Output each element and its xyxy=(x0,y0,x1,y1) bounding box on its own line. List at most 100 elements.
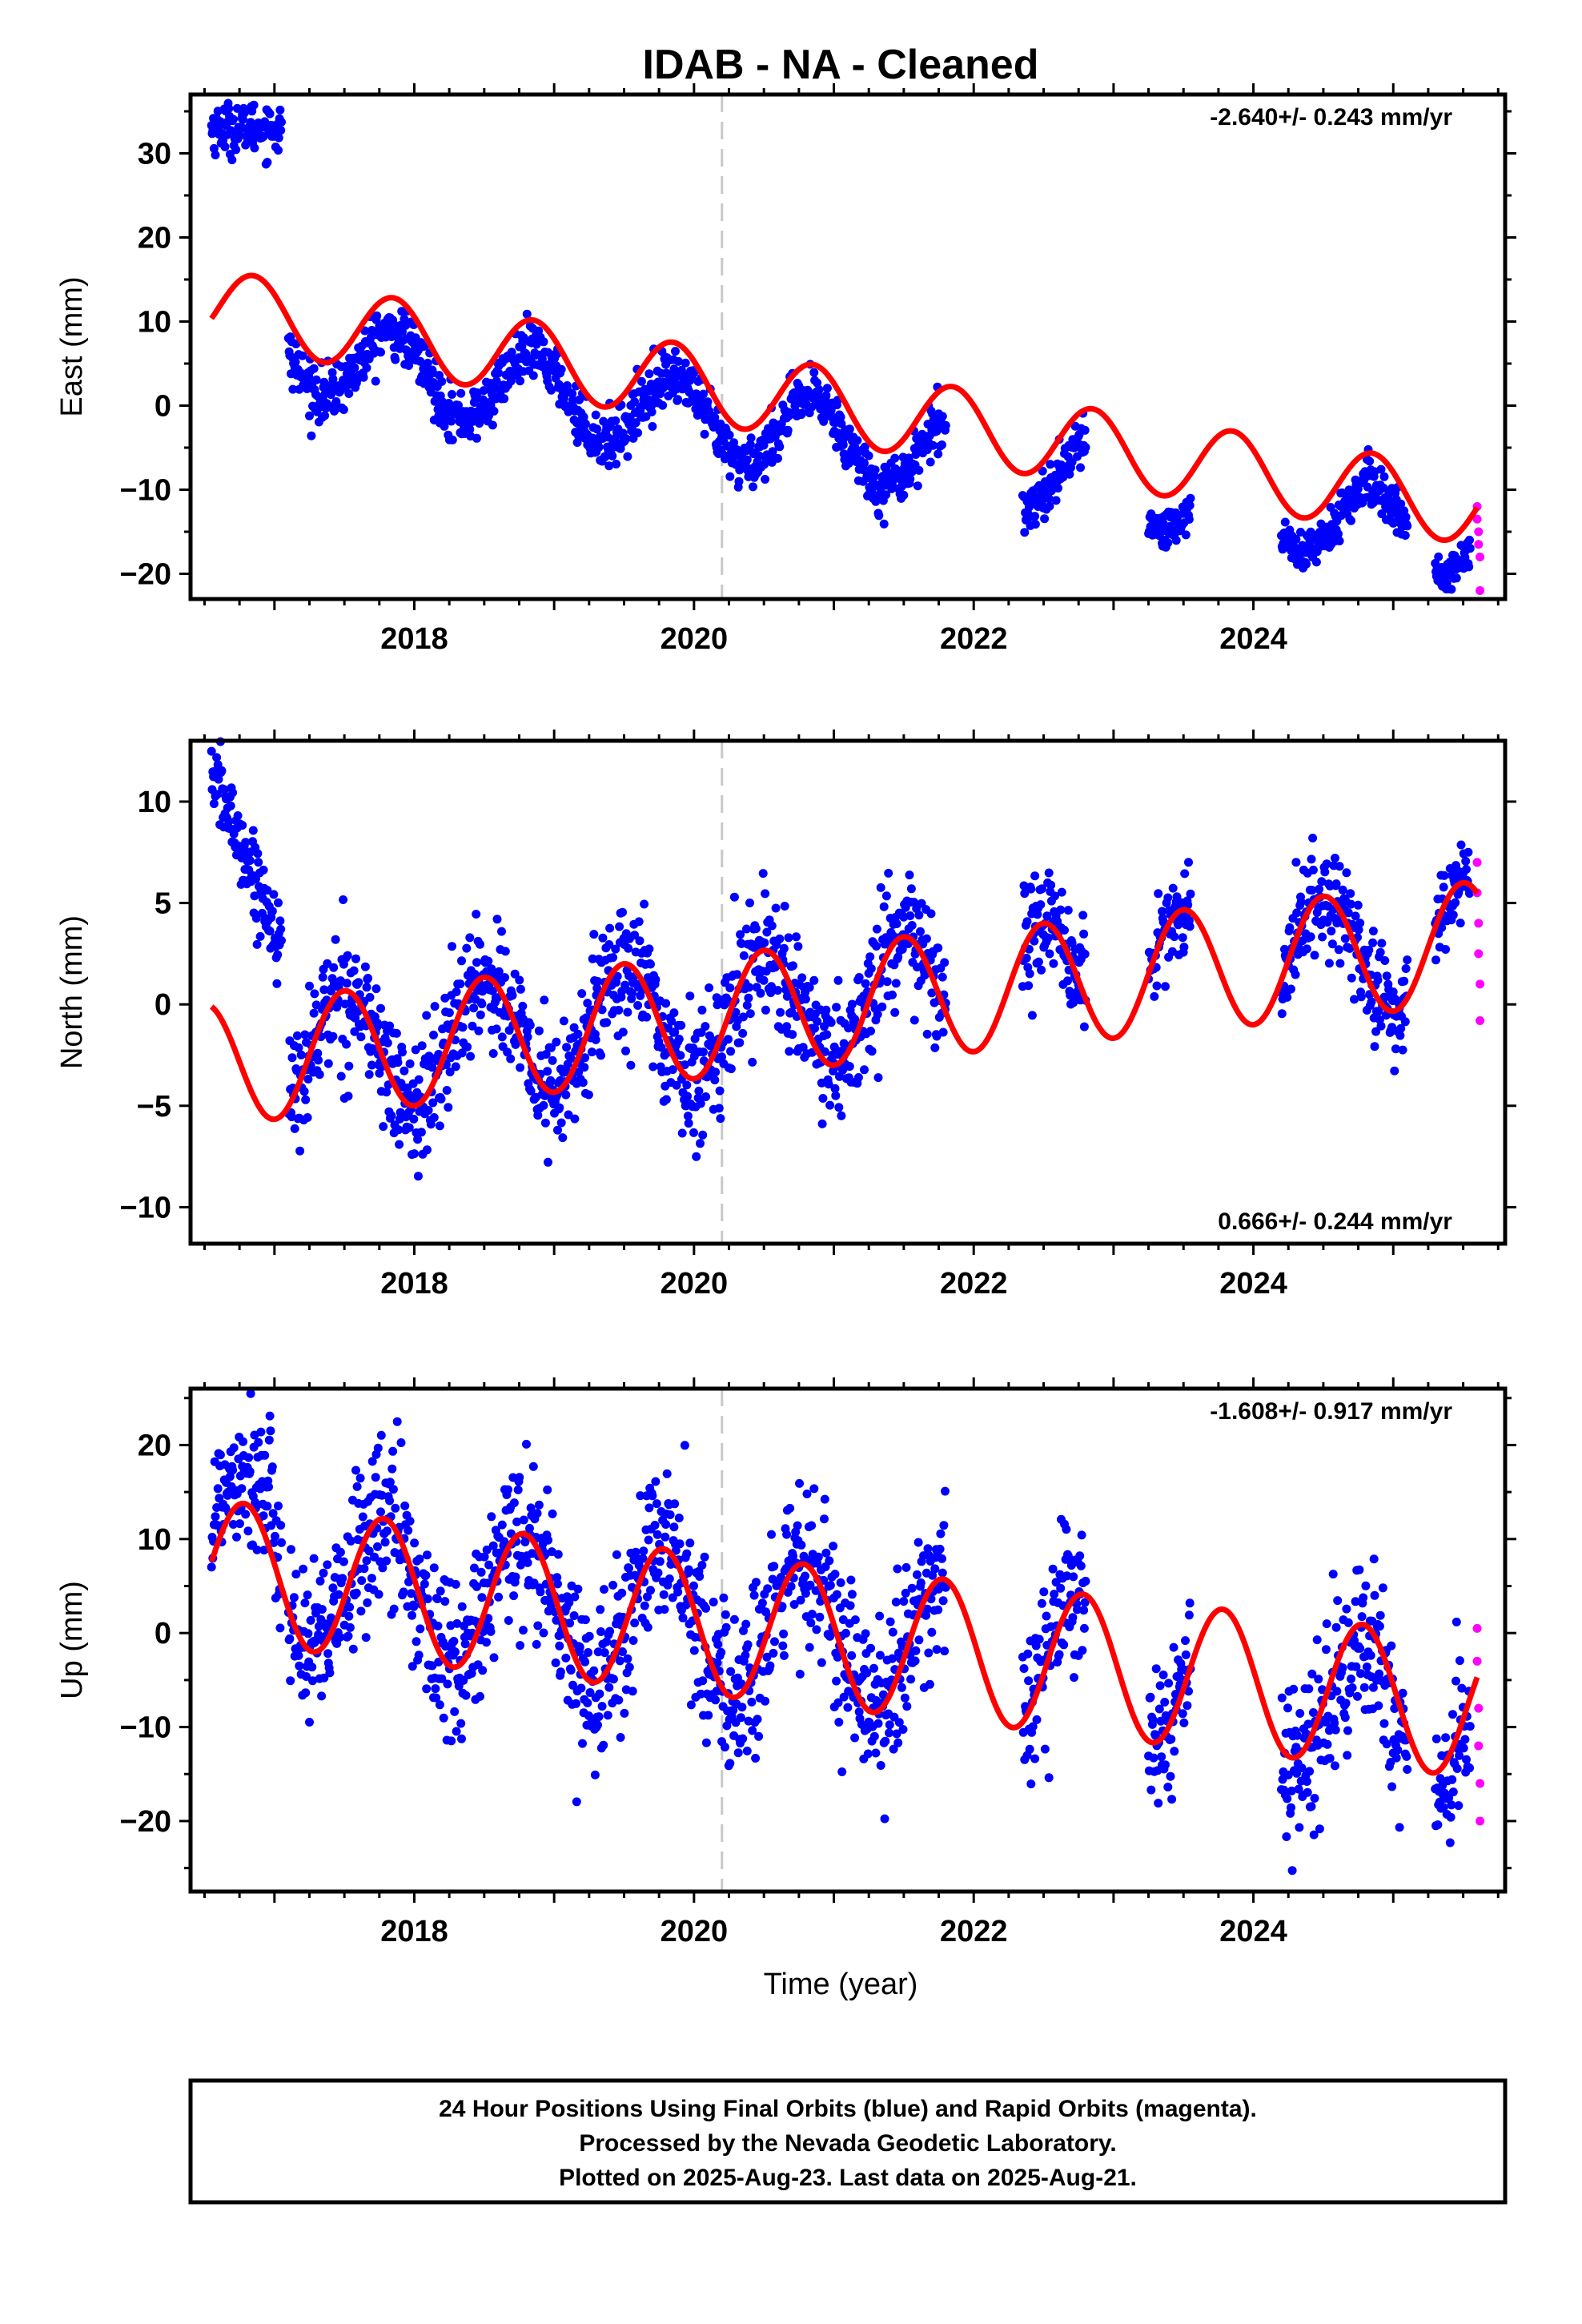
data-point xyxy=(317,1605,327,1614)
data-point xyxy=(1282,1832,1291,1841)
data-point xyxy=(1076,1561,1086,1570)
data-point xyxy=(472,958,481,967)
data-point xyxy=(704,1711,713,1720)
data-point xyxy=(837,1111,846,1120)
data-point xyxy=(1068,1613,1078,1622)
data-point xyxy=(1323,1739,1332,1749)
data-point xyxy=(267,907,277,916)
data-point xyxy=(779,1651,789,1660)
data-point xyxy=(476,1567,486,1577)
data-point xyxy=(558,1133,568,1143)
data-point xyxy=(504,1485,512,1494)
data-point xyxy=(697,1005,707,1015)
data-point xyxy=(255,931,265,941)
data-point xyxy=(729,892,739,902)
data-point xyxy=(875,1611,885,1621)
data-point xyxy=(329,963,339,972)
data-point xyxy=(689,1646,699,1655)
data-point xyxy=(1163,538,1173,548)
data-point xyxy=(623,1654,632,1663)
data-point xyxy=(749,1590,759,1600)
data-point xyxy=(442,1086,452,1095)
data-point xyxy=(584,1631,594,1641)
data-point xyxy=(249,100,259,110)
data-point xyxy=(1403,955,1412,965)
data-point xyxy=(298,351,307,360)
data-point xyxy=(583,999,592,1008)
data-point xyxy=(1465,1722,1475,1731)
data-point xyxy=(1446,1812,1456,1822)
data-point xyxy=(1369,1554,1379,1564)
data-point xyxy=(307,431,316,440)
data-point xyxy=(379,1122,388,1132)
y-tick-label: 10 xyxy=(138,306,171,340)
data-point xyxy=(523,1558,532,1567)
data-point xyxy=(580,1063,589,1072)
data-point xyxy=(362,1556,371,1566)
data-point xyxy=(801,995,810,1004)
data-point xyxy=(276,924,286,934)
data-point xyxy=(1366,1651,1375,1660)
data-point xyxy=(1046,880,1056,890)
data-point xyxy=(265,927,275,936)
data-point xyxy=(263,886,272,895)
data-point xyxy=(423,1550,432,1560)
rapid-data-point xyxy=(1474,1741,1484,1751)
data-point xyxy=(1308,865,1318,875)
data-point xyxy=(1465,1763,1474,1773)
data-point xyxy=(408,1610,416,1620)
data-point xyxy=(239,1437,247,1446)
data-point xyxy=(241,838,251,847)
data-point xyxy=(636,376,646,386)
data-point xyxy=(476,1010,485,1019)
data-point xyxy=(1333,1596,1343,1606)
data-point xyxy=(1464,847,1473,857)
data-point xyxy=(614,1695,624,1705)
data-point xyxy=(682,1549,692,1558)
data-point xyxy=(934,449,943,459)
data-point xyxy=(452,1727,461,1736)
data-point xyxy=(1081,1576,1090,1586)
data-point xyxy=(907,1583,917,1593)
data-point xyxy=(452,987,461,996)
data-point xyxy=(901,1562,911,1572)
data-point xyxy=(658,400,668,410)
data-point xyxy=(1179,1718,1189,1727)
data-point xyxy=(1179,943,1189,952)
data-point xyxy=(215,1450,225,1460)
data-point xyxy=(628,1687,637,1696)
data-point xyxy=(624,943,633,953)
data-point xyxy=(671,347,680,356)
data-point xyxy=(543,1485,552,1494)
data-point xyxy=(344,1611,354,1621)
data-point xyxy=(769,1648,778,1658)
data-point xyxy=(695,1572,705,1581)
data-point xyxy=(1037,1598,1046,1608)
data-point xyxy=(1334,945,1343,955)
data-point xyxy=(1291,858,1301,867)
data-point xyxy=(515,1473,524,1482)
data-point xyxy=(1377,939,1387,948)
data-point xyxy=(795,1478,804,1488)
data-point xyxy=(359,372,368,382)
data-point xyxy=(1146,1785,1156,1795)
data-point xyxy=(905,870,914,880)
data-point xyxy=(387,1111,396,1120)
data-point xyxy=(356,1606,366,1616)
data-point xyxy=(1448,1710,1457,1719)
data-point xyxy=(1302,944,1311,954)
data-point xyxy=(584,1648,593,1657)
data-point xyxy=(309,1554,319,1563)
data-point xyxy=(500,947,510,956)
data-point xyxy=(797,1540,806,1550)
x-tick-label: 2024 xyxy=(1219,1267,1287,1301)
data-point xyxy=(227,155,237,165)
data-point xyxy=(519,1626,528,1635)
rapid-data-point xyxy=(1474,1703,1484,1713)
data-point xyxy=(372,311,382,320)
data-point xyxy=(451,1647,460,1657)
data-point xyxy=(742,1747,752,1755)
data-point xyxy=(881,891,891,901)
data-point xyxy=(228,1466,238,1475)
data-point xyxy=(860,1065,869,1075)
